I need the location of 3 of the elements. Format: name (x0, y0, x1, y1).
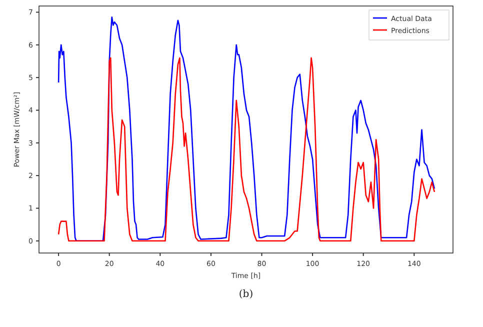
line-series (58, 16, 436, 242)
text: (b) (238, 289, 254, 300)
line-series (58, 57, 436, 242)
